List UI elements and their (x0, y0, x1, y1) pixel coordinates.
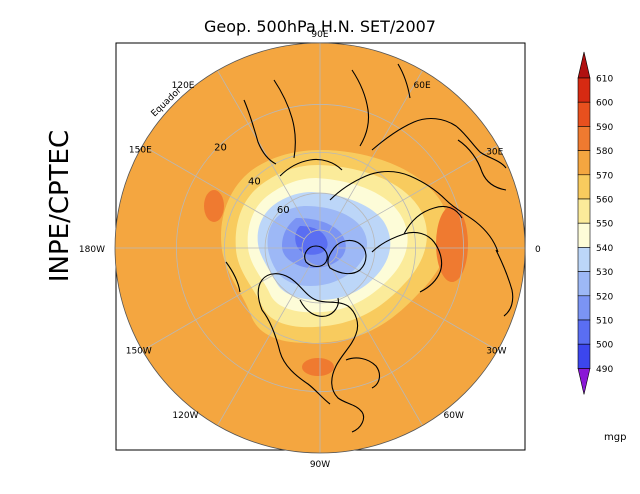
high-cell-gulf (302, 358, 334, 376)
map-title: Geop. 500hPa H.N. SET/2007 (204, 17, 436, 36)
colorbar-unit: mgp (604, 432, 626, 443)
longitude-label: 30W (486, 347, 506, 357)
colorbar-cell (577, 222, 591, 248)
latitude-label: 40 (248, 176, 261, 187)
meridian-line (328, 263, 423, 426)
colorbar-cell (577, 271, 591, 297)
longitude-label: 90W (310, 460, 330, 470)
longitude-label: 150E (129, 146, 152, 156)
colorbar-cell (577, 101, 591, 127)
band-510 (295, 226, 328, 255)
colorbar-cell (577, 319, 591, 345)
longitude-label: 60W (444, 411, 464, 421)
colorbar-level-label: 520 (596, 292, 613, 302)
colorbar-level-label: 610 (596, 75, 613, 85)
colorbar-low-arrow (577, 368, 591, 395)
meridian-line (142, 256, 305, 351)
high-cell-pacific (204, 190, 224, 222)
colorbar-level-label: 500 (596, 341, 613, 351)
colorbar-high-arrow (577, 51, 591, 79)
colorbar-cell (577, 343, 591, 369)
colorbar-cell (577, 150, 591, 176)
high-cell-atlantic (436, 206, 468, 282)
meridian-line (142, 145, 305, 240)
longitude-labels: 90E 60E 30E 0 30W 60W 90W 120W 150W 180W 150E 120E (79, 30, 541, 470)
colorbar-level-label: 490 (596, 365, 613, 375)
meridian-line (335, 256, 498, 351)
longitude-label: 180W (79, 245, 105, 255)
colorbar-cell (577, 126, 591, 151)
coastlines (225, 63, 514, 433)
colorbar-level-label: 590 (596, 123, 613, 133)
colorbar-level-label: 600 (596, 99, 613, 109)
colorbar-cell (577, 247, 591, 272)
longitude-label: 0 (535, 245, 541, 255)
colorbar-cell (577, 174, 591, 200)
latitude-label: 60 (277, 205, 290, 216)
latitude-labels: 20 40 60 (214, 143, 289, 217)
colorbar: 490 500 510 520 530 540 550 560 570 580 590 600 610 (577, 51, 613, 395)
graticule (115, 43, 525, 453)
colorbar-level-label: 540 (596, 244, 613, 254)
institution-label: INPE/CPTEC (45, 130, 75, 282)
map-disc-outline (114, 42, 526, 454)
longitude-label: 120E (172, 81, 195, 91)
longitude-label: 120W (172, 411, 198, 421)
colorbar-cell (577, 295, 591, 321)
longitude-label: 150W (126, 347, 152, 357)
longitude-label: 90E (311, 30, 328, 40)
map-disc (115, 43, 525, 453)
meridian-line (217, 70, 312, 233)
meridian-line (335, 145, 498, 240)
latitude-label: 20 (214, 143, 227, 154)
colorbar-level-label: 510 (596, 317, 613, 327)
meridian-line (328, 70, 423, 233)
longitude-label: 30E (486, 148, 503, 158)
meridian-line (217, 263, 312, 426)
colorbar-cell (577, 198, 591, 224)
colorbar-level-label: 570 (596, 171, 613, 181)
colorbar-level-label: 560 (596, 196, 613, 206)
colorbar-level-label: 530 (596, 268, 613, 278)
colorbar-cell (577, 77, 591, 103)
longitude-label: 60E (414, 81, 431, 91)
colorbar-level-label: 550 (596, 220, 613, 230)
colorbar-level-label: 580 (596, 147, 613, 157)
